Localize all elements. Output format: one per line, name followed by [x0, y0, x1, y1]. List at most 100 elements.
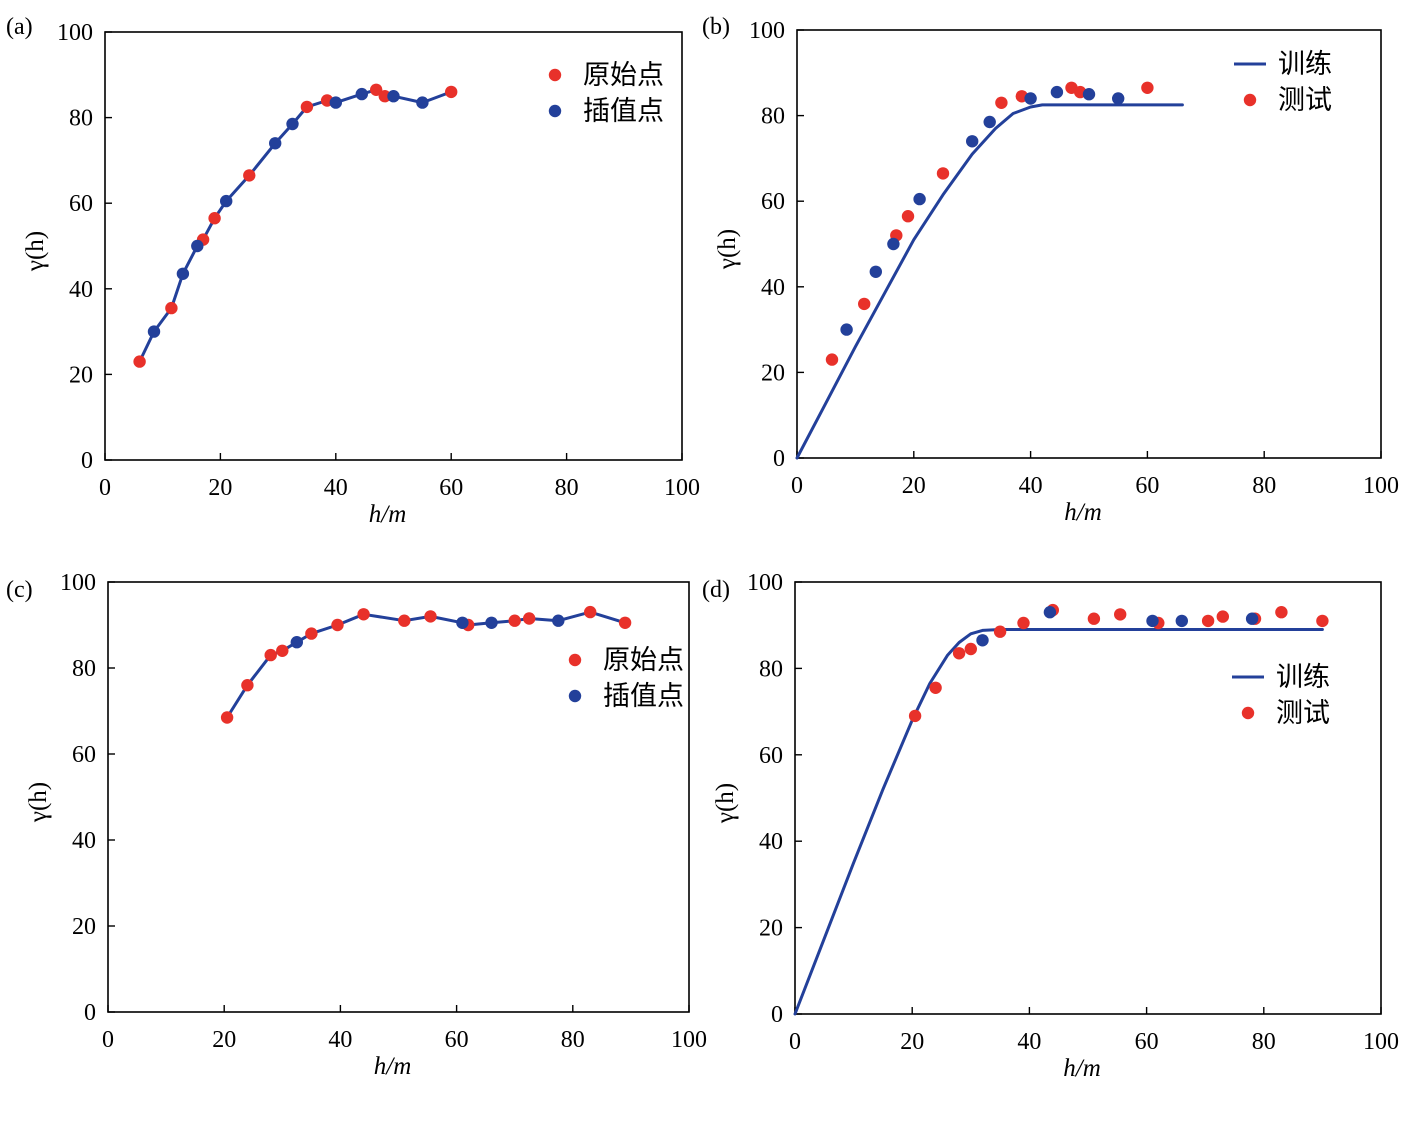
data-point-red: [357, 608, 370, 621]
data-point-red: [331, 618, 344, 632]
y-tick-label: 40: [761, 275, 785, 301]
data-point-red: [445, 85, 458, 99]
data-point-blue: [1146, 614, 1159, 628]
x-tick-label: 0: [791, 473, 803, 499]
data-point-blue: [983, 115, 996, 129]
data-point-blue: [869, 265, 882, 278]
y-tick-label: 0: [81, 448, 93, 474]
data-point-blue: [355, 87, 368, 101]
data-point-red: [398, 614, 411, 627]
x-tick-label: 80: [561, 1027, 585, 1053]
x-tick-label: 100: [671, 1027, 707, 1053]
y-tick-label: 20: [72, 914, 96, 940]
plot-frame: [796, 29, 1382, 459]
data-point-red: [1017, 616, 1030, 630]
legend-label: 测试: [1276, 698, 1330, 729]
data-point-blue: [416, 96, 429, 109]
legend-point-swatch: [1243, 93, 1257, 107]
data-point-red: [1087, 612, 1101, 625]
data-point-red: [276, 644, 289, 657]
y-tick-label: 60: [72, 742, 96, 768]
data-point-blue: [329, 96, 342, 109]
data-point-red: [964, 642, 977, 656]
legend-label: 训练: [1278, 49, 1332, 80]
data-point-red: [508, 614, 521, 627]
y-tick-label: 100: [60, 570, 96, 596]
x-tick-label: 100: [664, 475, 700, 501]
legend-point-swatch: [1241, 706, 1255, 720]
y-tick-label: 60: [761, 189, 785, 215]
legend-label: 测试: [1278, 85, 1332, 116]
x-tick-label: 20: [208, 475, 232, 501]
x-tick-label: 80: [555, 475, 579, 501]
data-point-blue: [552, 614, 565, 627]
data-point-red: [995, 96, 1008, 110]
x-tick-label: 20: [212, 1027, 236, 1053]
data-point-blue: [290, 636, 303, 649]
y-axis-label: γ(h): [712, 783, 739, 824]
data-point-blue: [1050, 85, 1064, 99]
data-point-blue: [976, 634, 989, 647]
data-point-red: [220, 711, 234, 724]
data-point-blue: [887, 237, 900, 251]
y-tick-label: 100: [57, 20, 93, 46]
data-point-red: [378, 90, 391, 103]
x-axis-label: h/m: [369, 501, 407, 528]
legend-label: 插值点: [603, 681, 684, 712]
data-point-red: [264, 648, 277, 662]
y-tick-label: 0: [771, 1002, 783, 1028]
data-point-blue: [1024, 92, 1037, 105]
y-tick-label: 20: [761, 360, 785, 386]
curve-line: [795, 103, 1184, 460]
x-tick-label: 60: [445, 1027, 469, 1053]
x-tick-label: 60: [439, 475, 463, 501]
legend-label: 训练: [1276, 662, 1330, 693]
data-point-red: [165, 301, 178, 315]
y-tick-label: 20: [759, 916, 783, 942]
plot-frame: [104, 31, 683, 461]
data-point-red: [243, 169, 256, 182]
legend-point-swatch: [548, 104, 562, 118]
x-tick-label: 80: [1252, 1029, 1276, 1055]
data-point-red: [901, 210, 915, 223]
data-point-red: [1316, 614, 1329, 628]
x-tick-label: 80: [1252, 473, 1276, 499]
y-tick-label: 0: [773, 446, 785, 472]
data-point-red: [1141, 81, 1154, 95]
legend-point-swatch: [568, 689, 582, 703]
data-point-blue: [191, 239, 204, 253]
legend-point-swatch: [548, 68, 562, 82]
x-tick-label: 20: [902, 473, 926, 499]
x-tick-label: 40: [324, 475, 348, 501]
data-point-blue: [220, 194, 233, 208]
data-point-blue: [1112, 92, 1125, 105]
data-point-red: [305, 627, 318, 640]
y-tick-label: 60: [69, 191, 93, 217]
x-tick-label: 40: [328, 1027, 352, 1053]
x-tick-label: 40: [1019, 473, 1043, 499]
data-point-red: [424, 610, 437, 623]
data-point-blue: [966, 135, 979, 148]
curve-line: [225, 610, 627, 719]
data-point-blue: [269, 137, 282, 150]
data-point-red: [1114, 608, 1127, 621]
plot-frame: [794, 581, 1382, 1015]
data-point-blue: [456, 616, 469, 629]
panel-label: (d): [702, 577, 730, 603]
y-tick-label: 80: [761, 104, 785, 130]
data-point-red: [584, 605, 597, 619]
y-tick-label: 20: [69, 362, 93, 388]
data-point-blue: [1043, 606, 1057, 619]
data-point-red: [858, 297, 871, 311]
x-axis-label: h/m: [374, 1053, 412, 1080]
x-tick-label: 100: [1363, 1029, 1399, 1055]
legend-label: 原始点: [583, 60, 664, 91]
data-point-red: [241, 679, 254, 692]
legend-label: 原始点: [603, 645, 684, 676]
data-point-blue: [913, 192, 926, 206]
data-point-red: [1275, 606, 1288, 619]
